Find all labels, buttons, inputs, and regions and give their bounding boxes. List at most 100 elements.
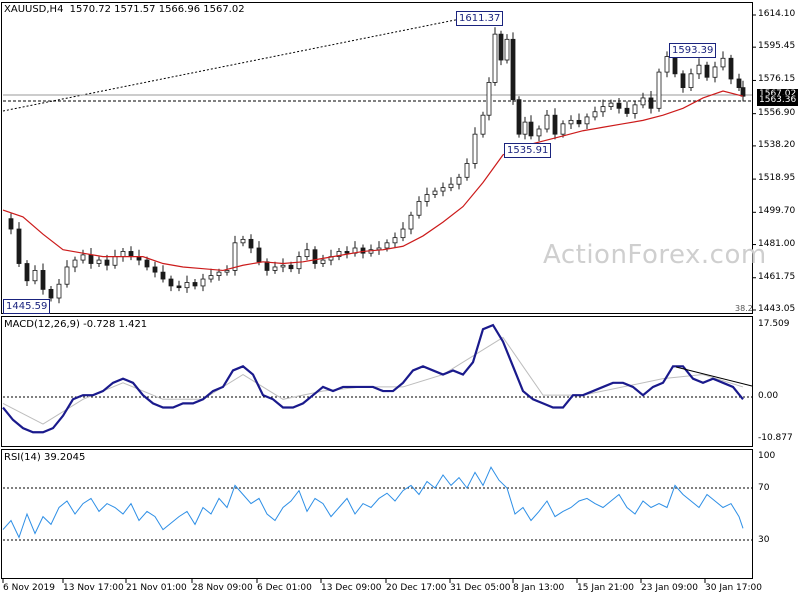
candle-body <box>8 218 14 230</box>
candle-body <box>576 119 582 125</box>
candle-body <box>720 57 726 68</box>
time-tick-label: 6 Dec 01:00 <box>257 583 312 593</box>
candle-body <box>160 271 166 280</box>
axis-ticks <box>2 14 756 583</box>
low-label-1: 1535.91 <box>504 143 552 158</box>
ohlc-values: 1570.72 1571.57 1566.96 1567.02 <box>69 4 245 15</box>
candle-body <box>128 251 134 258</box>
rsi-line <box>2 466 744 539</box>
candle-body <box>240 238 246 244</box>
candle-body <box>544 114 550 130</box>
candle-body <box>440 187 446 192</box>
candle-body <box>592 111 598 118</box>
candle-body <box>72 259 78 268</box>
price-pane-frame <box>1 2 753 314</box>
candle-body <box>40 270 46 290</box>
moving-average-line <box>2 90 744 272</box>
candle-body <box>64 266 70 285</box>
price-tick-label: 1443.05 <box>758 304 796 314</box>
candle-body <box>616 102 622 109</box>
candle-body <box>528 121 534 137</box>
candle-body <box>680 73 686 89</box>
candle-body <box>216 271 222 276</box>
macd-line <box>2 323 744 434</box>
time-tick-label: 13 Dec 09:00 <box>321 583 382 593</box>
candle-body <box>448 183 454 189</box>
candle-body <box>56 283 62 299</box>
level-price-box: 1563.36 <box>757 95 799 106</box>
candle-body <box>120 251 126 258</box>
candle-body <box>16 228 22 264</box>
candle-body <box>696 64 702 75</box>
candle-body <box>472 133 478 164</box>
candle-body <box>672 56 678 75</box>
candle-body <box>480 114 486 135</box>
candle-body <box>80 254 86 261</box>
rsi-pane-frame <box>1 449 753 579</box>
candle-body <box>600 106 606 113</box>
candle-body <box>392 237 398 244</box>
candle-body <box>112 256 118 266</box>
candle-body <box>288 264 294 270</box>
candle-body <box>232 242 238 271</box>
candle-body <box>522 121 528 135</box>
symbol-label: XAUUSD,H4 <box>4 4 64 15</box>
candle-body <box>568 119 574 125</box>
price-tick-label: 1481.00 <box>758 238 796 249</box>
time-tick-label: 8 Jan 13:00 <box>513 583 565 593</box>
candle-body <box>424 194 430 202</box>
price-candles <box>8 27 746 304</box>
price-tick-label: 1461.75 <box>758 271 796 282</box>
candle-body <box>104 259 110 266</box>
candle-body <box>624 107 630 114</box>
candle-body <box>464 163 470 178</box>
candle-body <box>264 261 270 271</box>
macd-pane-frame <box>1 316 753 447</box>
time-tick-label: 23 Jan 09:00 <box>641 583 698 593</box>
candle-body <box>608 102 614 107</box>
candle-body <box>492 33 498 83</box>
candle-body <box>740 87 746 97</box>
candle-body <box>560 123 566 135</box>
candle-body <box>728 57 734 80</box>
candle-body <box>320 259 326 264</box>
candle-body <box>456 176 462 185</box>
candle-body <box>96 259 102 264</box>
price-tick-label: 1518.95 <box>758 173 796 184</box>
candle-body <box>360 247 366 254</box>
time-tick-label: 6 Nov 2019 <box>3 583 55 593</box>
candle-body <box>632 104 638 114</box>
time-tick-label: 15 Jan 21:00 <box>577 583 634 593</box>
rsi-axis-70: 70 <box>758 483 770 493</box>
candle-body <box>184 282 190 289</box>
macd-signal-line <box>2 336 744 425</box>
macd-title: MACD(12,26,9) -0.728 1.421 <box>4 319 148 330</box>
candle-body <box>256 247 262 263</box>
candle-body <box>224 270 230 273</box>
candle-body <box>486 82 492 116</box>
macd-axis-top: 17.509 <box>758 319 790 329</box>
candle-body <box>280 264 286 268</box>
macd-axis-bottom: -10.877 <box>758 433 793 443</box>
candle-body <box>24 263 30 282</box>
candle-body <box>400 228 406 239</box>
candle-body <box>498 33 504 61</box>
candle-body <box>552 114 558 135</box>
candle-body <box>304 249 310 258</box>
fib-label: 38.2 <box>735 304 753 313</box>
candle-body <box>416 201 422 216</box>
time-tick-label: 13 Nov 17:00 <box>63 583 124 593</box>
candle-body <box>584 116 590 125</box>
macd-axis-zero: 0.00 <box>758 391 779 401</box>
current-price-box: 1567.02 <box>757 89 799 100</box>
candle-body <box>248 238 254 249</box>
candle-body <box>408 214 414 230</box>
rsi-axis-100: 100 <box>758 451 776 461</box>
time-tick-label: 30 Jan 17:00 <box>705 583 762 593</box>
candle-body <box>152 266 158 273</box>
candle-body <box>536 128 542 137</box>
time-tick-label: 31 Dec 05:00 <box>450 583 511 593</box>
candle-body <box>208 275 214 280</box>
candle-body <box>688 73 694 89</box>
